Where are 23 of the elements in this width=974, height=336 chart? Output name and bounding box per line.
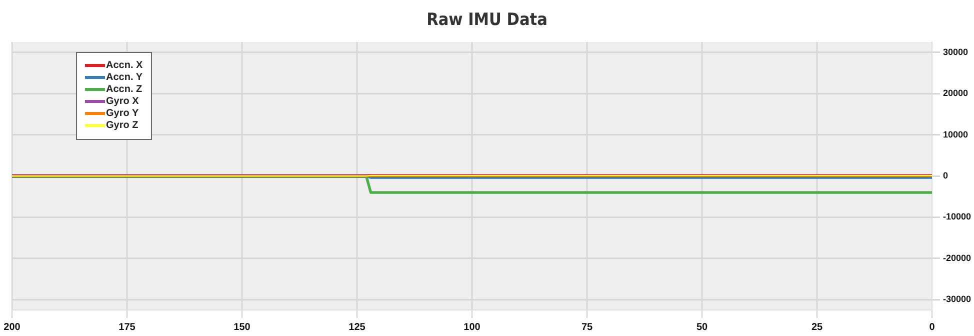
y-tick-label: -20000 <box>943 252 972 263</box>
legend-label: Gyro X <box>106 96 139 106</box>
legend-label: Accn. Z <box>106 84 142 94</box>
y-tick-label: 20000 <box>943 88 968 98</box>
x-tick-label: 75 <box>581 322 593 333</box>
chart-title: Raw IMU Data <box>426 10 548 30</box>
y-tick-label: 10000 <box>943 129 968 140</box>
x-tick-label: 100 <box>464 322 481 333</box>
x-tick-label: 0 <box>929 322 936 333</box>
x-tick-label: 175 <box>118 322 136 333</box>
y-tick-label: 30000 <box>943 46 968 57</box>
legend-label: Gyro Z <box>106 120 138 130</box>
x-tick-label: 200 <box>4 322 21 333</box>
legend-label: Gyro Y <box>106 108 139 118</box>
legend-label: Accn. X <box>106 60 143 70</box>
y-tick-label: -30000 <box>943 294 972 304</box>
x-tick-label: 125 <box>348 322 366 333</box>
x-tick-label: 50 <box>696 322 708 333</box>
y-tick-label: 0 <box>943 170 948 180</box>
y-tick-label: -10000 <box>943 212 972 222</box>
x-tick-label: 25 <box>811 322 823 333</box>
x-tick-label: 150 <box>234 322 251 333</box>
legend-label: Accn. Y <box>106 72 142 82</box>
